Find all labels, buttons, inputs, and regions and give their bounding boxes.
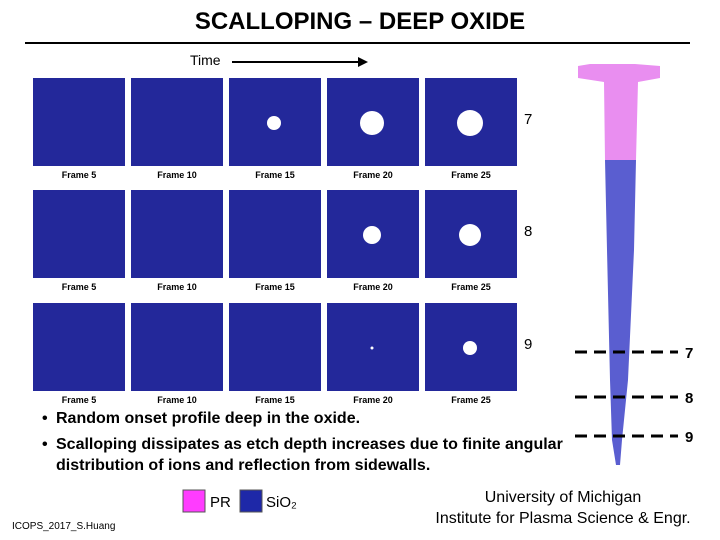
- depth-label: 9: [685, 429, 693, 446]
- frame-panel: [229, 303, 321, 391]
- frame-label: Frame 20: [353, 170, 393, 180]
- frame-label: Frame 20: [353, 395, 393, 405]
- frame-panel: [33, 303, 125, 391]
- depth-label: 7: [685, 345, 693, 362]
- affiliation: University of Michigan: [484, 489, 642, 506]
- bullet: Random onset profile deep in the oxide.: [42, 408, 566, 429]
- frame-label: Frame 10: [157, 395, 197, 405]
- etch-blob: [463, 341, 477, 355]
- etch-blob: [370, 346, 374, 350]
- frame-panel: [33, 190, 125, 278]
- frame-panel: [131, 78, 223, 166]
- affiliation: Institute for Plasma Science & Engr.: [435, 510, 691, 527]
- frame-panel: [131, 303, 223, 391]
- etch-blob: [457, 110, 483, 136]
- frame-label: Frame 10: [157, 282, 197, 292]
- row-label: 7: [524, 111, 532, 128]
- legend-label: SiO₂: [266, 494, 297, 511]
- pr-layer: [578, 64, 660, 160]
- title: SCALLOPING – DEEP OXIDE: [194, 8, 526, 35]
- frame-panel: [229, 190, 321, 278]
- legend-pr-swatch: [182, 489, 206, 513]
- frame-label: Frame 5: [62, 282, 97, 292]
- time-label: Time: [190, 52, 221, 68]
- frame-label: Frame 15: [255, 395, 295, 405]
- footer: ICOPS_2017_S.Huang: [12, 521, 116, 532]
- depth-label: 8: [685, 390, 693, 407]
- frame-label: Frame 20: [353, 282, 393, 292]
- frame-label: Frame 5: [62, 395, 97, 405]
- time-arrow-head: [358, 57, 368, 67]
- etch-blob: [459, 224, 481, 246]
- bullet: Scalloping dissipates as etch depth incr…: [42, 434, 566, 476]
- oxide-trench: [605, 160, 636, 465]
- legend-label: PR: [210, 494, 231, 511]
- frame-label: Frame 5: [62, 170, 97, 180]
- frame-panel: [33, 78, 125, 166]
- frame-label: Frame 10: [157, 170, 197, 180]
- frame-panel: [131, 190, 223, 278]
- frame-label: Frame 25: [451, 170, 491, 180]
- etch-blob: [360, 111, 384, 135]
- row-label: 8: [524, 223, 532, 240]
- etch-blob: [363, 226, 381, 244]
- frame-label: Frame 25: [451, 395, 491, 405]
- row-label: 9: [524, 336, 532, 353]
- etch-blob: [267, 116, 281, 130]
- frame-label: Frame 15: [255, 282, 295, 292]
- frame-label: Frame 25: [451, 282, 491, 292]
- frame-label: Frame 15: [255, 170, 295, 180]
- legend-sio2-swatch: [239, 489, 263, 513]
